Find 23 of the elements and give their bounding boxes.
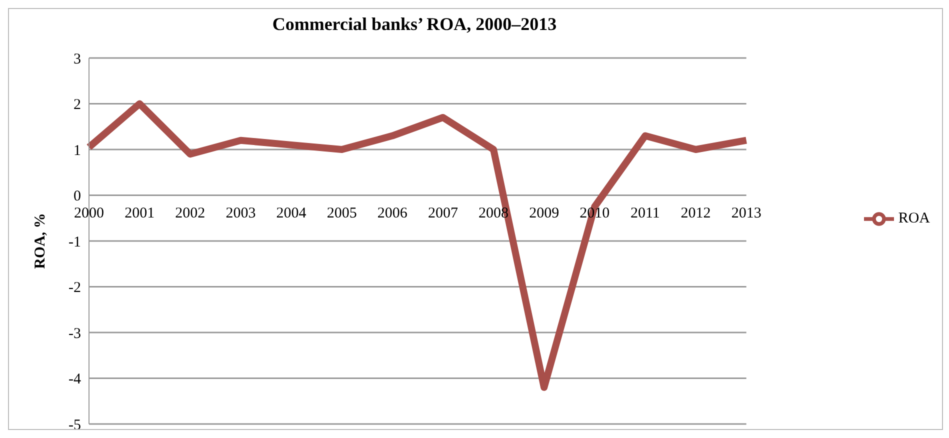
x-tick-label: 2012 [680, 205, 711, 222]
y-tick-label: -1 [68, 234, 81, 250]
x-tick-label: 2000 [74, 205, 104, 222]
x-tick-label: 2005 [326, 205, 357, 222]
y-tick-label: 0 [74, 188, 81, 205]
x-tick-label: 2011 [630, 205, 660, 222]
y-tick-label: -2 [68, 280, 81, 296]
x-tick-label: 2013 [731, 205, 762, 222]
x-tick-label: 2002 [175, 205, 206, 222]
x-tick-label: 2006 [377, 205, 408, 222]
x-tick-label: 2009 [529, 205, 560, 222]
y-tick-label: -3 [68, 326, 81, 342]
y-tick-label: 1 [74, 142, 81, 159]
x-tick-label: 2004 [276, 205, 307, 222]
x-tick-label: 2003 [226, 205, 256, 222]
y-tick-label: 2 [74, 97, 81, 114]
y-tick-label: -4 [68, 372, 82, 388]
y-axis-title: ROA, % [32, 213, 48, 269]
x-tick-label: 2007 [428, 205, 458, 222]
y-tick-label: 3 [74, 51, 81, 68]
chart-title: Commercial banks’ ROA, 2000–2013 [271, 14, 558, 35]
legend-label: ROA [898, 210, 930, 226]
x-tick-label: 2001 [124, 205, 155, 222]
